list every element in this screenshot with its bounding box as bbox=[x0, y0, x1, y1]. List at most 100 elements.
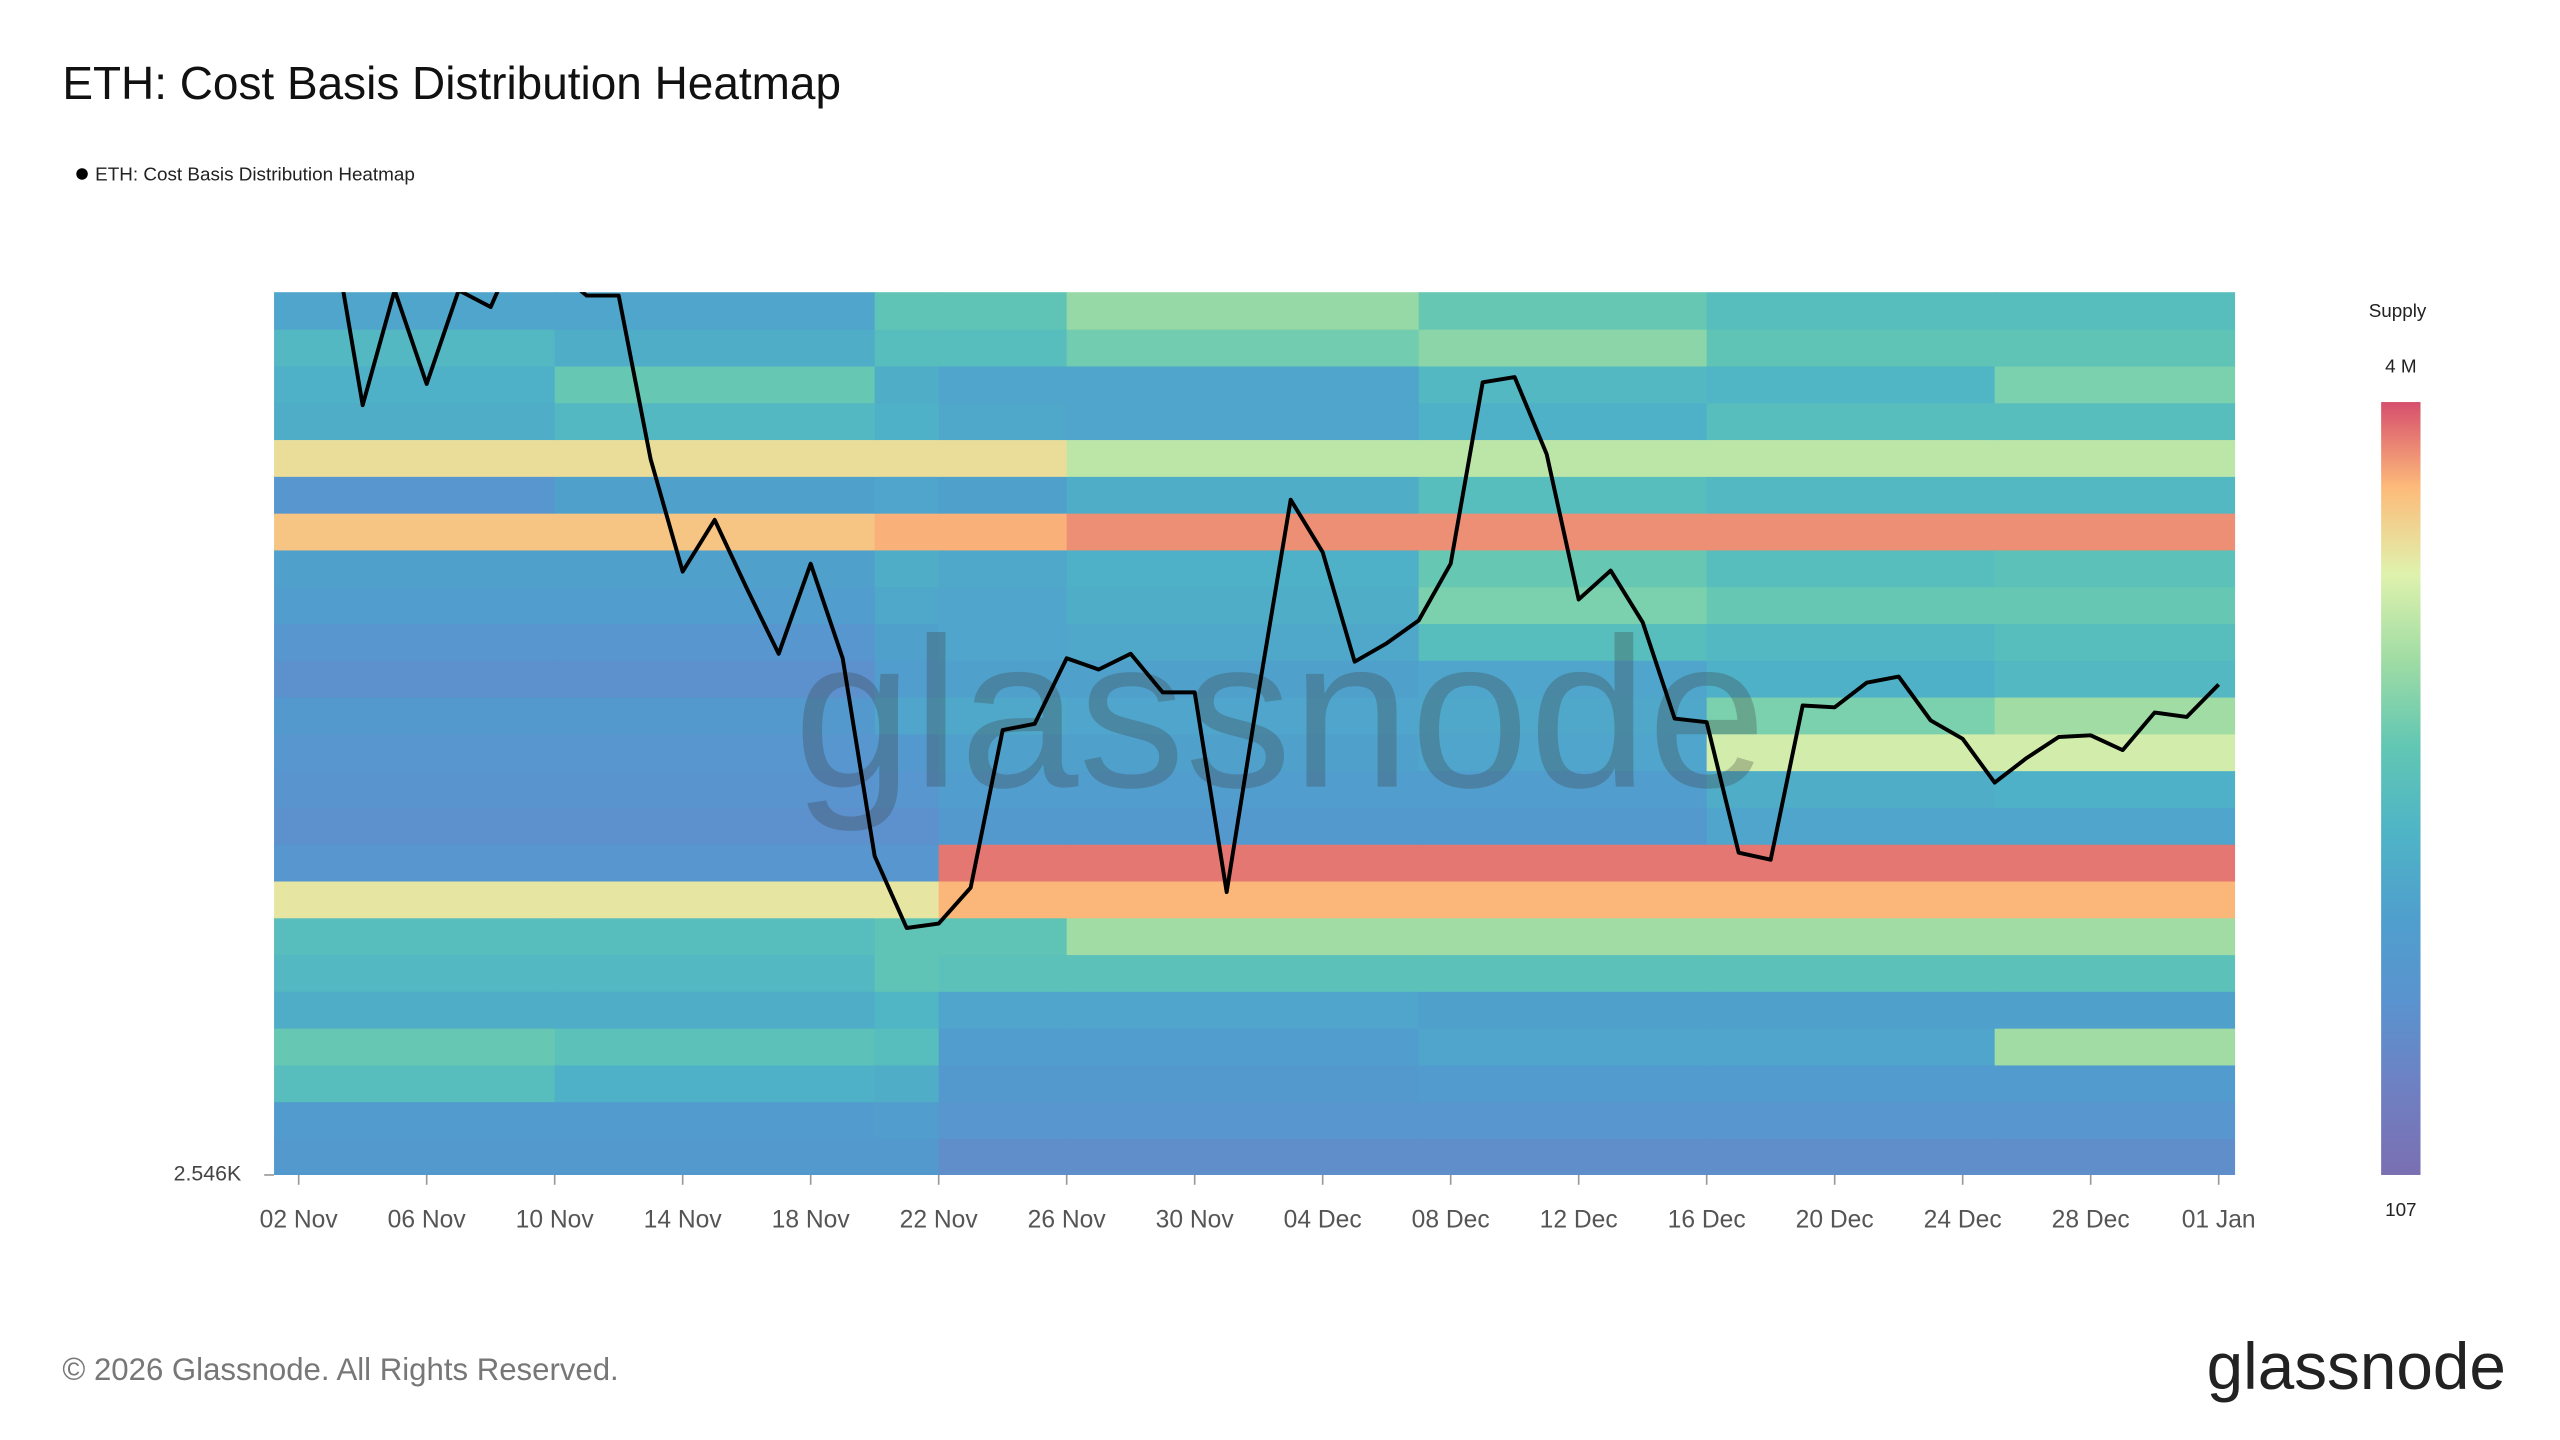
heat-cell bbox=[274, 1064, 556, 1103]
heat-cell bbox=[938, 549, 1068, 588]
legend-label: ETH: Cost Basis Distribution Heatmap bbox=[95, 164, 415, 185]
x-tick-label: 16 Dec bbox=[1668, 1206, 1746, 1233]
heat-cell bbox=[1706, 586, 1996, 624]
colorbar-tick-label: 107 bbox=[2385, 1199, 2416, 1220]
heat-cell bbox=[1066, 512, 1420, 551]
heat-cell bbox=[1994, 1138, 2236, 1175]
heat-cell bbox=[554, 733, 876, 772]
heat-cell bbox=[1994, 991, 2236, 1029]
heat-cell bbox=[1418, 549, 1708, 588]
heat-cell bbox=[1994, 807, 2236, 845]
heat-cell bbox=[1706, 402, 1996, 441]
heat-cell bbox=[1418, 991, 1708, 1029]
heat-cell bbox=[1994, 1101, 2236, 1140]
axes: 02 Nov 06 Nov 10 Nov 14 Nov 18 Nov 22 Nov 26 N… bbox=[174, 1162, 2256, 1234]
heat-cell bbox=[874, 476, 940, 514]
line-layer bbox=[341, 292, 2221, 930]
heat-cell bbox=[1706, 659, 1996, 698]
heat-cell bbox=[554, 476, 876, 514]
heat-cell bbox=[1994, 696, 2236, 735]
heat-cell bbox=[874, 292, 940, 330]
heat-cell bbox=[554, 770, 876, 808]
heat-cell bbox=[1706, 843, 1996, 882]
heat-cell bbox=[554, 1064, 876, 1103]
heat-cell bbox=[1066, 991, 1420, 1029]
heat-cell bbox=[1418, 328, 1708, 367]
heat-cell bbox=[1418, 917, 1708, 956]
x-tick-label: 28 Dec bbox=[2052, 1206, 2130, 1233]
heat-cell bbox=[1706, 954, 1996, 992]
heat-cell bbox=[1706, 512, 1996, 551]
heat-cell bbox=[874, 1064, 940, 1103]
heat-cell bbox=[1994, 770, 2236, 808]
x-tick-label: 20 Dec bbox=[1796, 1206, 1874, 1233]
heat-cell bbox=[554, 623, 876, 661]
heat-cell bbox=[1066, 843, 1420, 882]
heat-cell bbox=[1066, 659, 1420, 698]
heat-cell bbox=[938, 1101, 1068, 1140]
heat-cell bbox=[274, 402, 556, 441]
heat-cell bbox=[274, 586, 556, 624]
heat-cell bbox=[554, 954, 876, 992]
heat-cell bbox=[1418, 1064, 1708, 1103]
heat-cell bbox=[274, 512, 556, 551]
heat-cell bbox=[1066, 733, 1420, 772]
heat-cell bbox=[554, 991, 876, 1029]
heat-cell bbox=[938, 439, 1068, 477]
heat-cell bbox=[1066, 807, 1420, 845]
heat-cell bbox=[874, 402, 940, 441]
heat-cell bbox=[874, 328, 940, 367]
heat-cell bbox=[1066, 880, 1420, 919]
heat-cell bbox=[938, 476, 1068, 514]
heat-cell bbox=[274, 1101, 556, 1140]
heat-cell bbox=[1706, 770, 1996, 808]
heat-cell bbox=[1994, 476, 2236, 514]
heat-cell bbox=[1706, 807, 1996, 845]
heat-cell bbox=[1418, 954, 1708, 992]
heat-cell bbox=[1418, 1101, 1708, 1140]
heat-cell bbox=[1418, 880, 1708, 919]
heat-cell bbox=[1994, 843, 2236, 882]
heat-cell bbox=[1066, 292, 1420, 330]
heat-cell bbox=[938, 623, 1068, 661]
heat-cell bbox=[874, 733, 940, 772]
heat-cell bbox=[874, 991, 940, 1029]
heat-cell bbox=[1066, 365, 1420, 404]
x-tick-label: 22 Nov bbox=[900, 1206, 979, 1233]
heat-cell bbox=[1994, 549, 2236, 588]
heat-cell bbox=[874, 843, 940, 882]
heat-cell bbox=[1994, 954, 2236, 992]
heat-cell bbox=[1706, 328, 1996, 367]
heat-cell bbox=[554, 1101, 876, 1140]
heat-cell bbox=[874, 807, 940, 845]
footer: © 2026 Glassnode. All Rights Reserved. bbox=[62, 1352, 618, 1387]
x-tick-label: 04 Dec bbox=[1284, 1206, 1362, 1233]
heat-cell bbox=[1418, 623, 1708, 661]
heat-cell bbox=[938, 733, 1068, 772]
heat-cell bbox=[1706, 1101, 1996, 1140]
heat-cell bbox=[554, 1027, 876, 1066]
price-line bbox=[341, 292, 2221, 930]
x-tick-label: 26 Nov bbox=[1028, 1206, 1107, 1233]
heat-cell bbox=[274, 696, 556, 735]
y-tick-label: 2.546K bbox=[174, 1162, 242, 1186]
heat-cell bbox=[274, 770, 556, 808]
heat-cell bbox=[1994, 1027, 2236, 1066]
heat-cell bbox=[874, 659, 940, 698]
heat-cell bbox=[554, 659, 876, 698]
x-tick-label: 18 Nov bbox=[772, 1206, 851, 1233]
heat-cell bbox=[1418, 843, 1708, 882]
heat-cell bbox=[1994, 623, 2236, 661]
heat-cell bbox=[554, 402, 876, 441]
heat-cell bbox=[1066, 402, 1420, 441]
heat-cell bbox=[1066, 917, 1420, 956]
heat-cell bbox=[1706, 476, 1996, 514]
heat-cell bbox=[1066, 549, 1420, 588]
heat-cell bbox=[1066, 439, 1420, 477]
heat-cell bbox=[1066, 954, 1420, 992]
heat-cell bbox=[874, 1101, 940, 1140]
heatmap bbox=[274, 292, 2236, 1175]
heat-cell bbox=[938, 1138, 1068, 1175]
x-tick-label: 24 Dec bbox=[1924, 1206, 2002, 1233]
x-tick-label: 10 Nov bbox=[516, 1206, 595, 1233]
